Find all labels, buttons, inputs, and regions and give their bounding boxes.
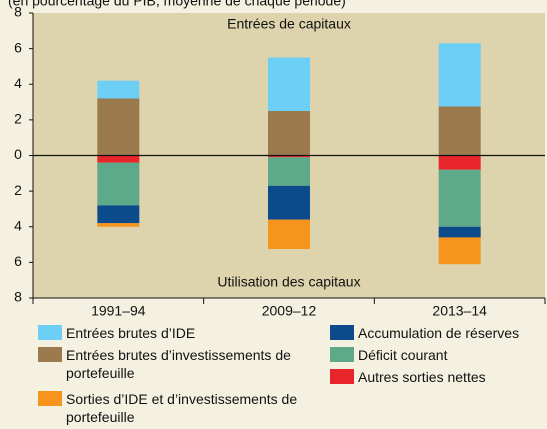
bar-segment [438,237,481,265]
y-tick-label: 0 [14,146,22,162]
legend-item: Entrées brutes d’IDE [38,324,308,342]
bar-segment [268,57,310,111]
legend-label: Autres sorties nettes [358,369,486,385]
y-tick-label: 6 [14,253,22,269]
legend-label: Sorties d’IDE et d’investissements de po… [66,391,298,425]
subtitle: (en pourcentage du PIB, moyenne de chaqu… [8,0,346,9]
bar-segment [438,106,481,156]
y-tick-label: 6 [14,39,22,55]
bar-segment [438,226,481,238]
annotation: Entrées de capitaux [227,16,351,32]
y-tick-label: 8 [14,289,22,305]
bar-segment [268,155,310,158]
legend-label: Entrées brutes d’IDE [66,325,196,341]
legend-item: Déficit courant [330,346,545,364]
legend-label: Accumulation de réserves [358,325,520,341]
bar-segment [97,162,140,206]
y-tick-label: 2 [14,182,22,198]
bar-segment [97,155,140,163]
legend-swatch [330,325,354,340]
bar-segment [268,185,310,220]
y-tick-label: 4 [14,75,22,91]
legend-swatch [330,347,354,362]
legend-label: Déficit courant [358,347,448,363]
bar-segment [268,157,310,186]
bar-segment [97,223,140,227]
legend-item: Sorties d’IDE et d’investissements de po… [38,390,308,426]
x-tick-label: 2009–12 [262,303,317,319]
bar-segment [97,98,140,156]
legend-swatch [330,369,354,384]
x-tick-label: 2013–14 [432,303,487,319]
bar-segment [268,110,310,156]
bar-segment [438,155,481,170]
legend-label: Entrées brutes d’investissements de port… [66,347,291,381]
bar-segment [268,219,310,250]
legend-swatch [38,325,62,340]
annotation: Utilisation des capitaux [217,274,360,290]
legend-swatch [38,347,62,362]
bar-segment [438,169,481,227]
legend-swatch [38,391,62,406]
legend-item: Autres sorties nettes [330,368,545,386]
x-tick-label: 1991–94 [91,303,146,319]
y-tick-label: 4 [14,217,22,233]
bar-segment [97,205,140,224]
legend-item: Accumulation de réserves [330,324,545,342]
bar-segment [97,80,140,99]
legend-item: Entrées brutes d’investissements de port… [38,346,308,382]
y-tick-label: 2 [14,111,22,127]
y-tick-label: 8 [14,4,22,20]
bar-segment [438,43,481,107]
